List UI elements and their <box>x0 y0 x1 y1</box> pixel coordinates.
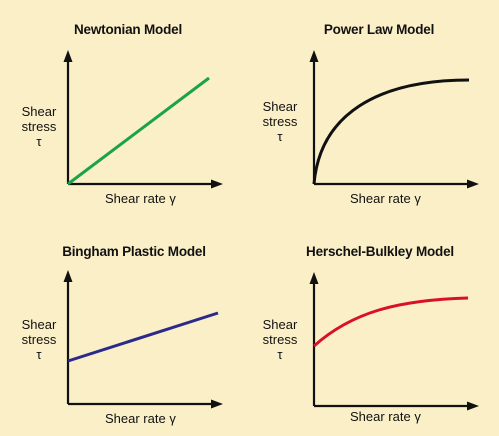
plot-area <box>63 270 223 409</box>
y-axis-arrowhead <box>63 270 73 282</box>
x-axis-label: Shear rate γ <box>105 411 176 426</box>
y-axis-label: Shear stress τ <box>21 104 57 149</box>
y-axis-arrowhead <box>309 50 319 62</box>
x-axis-label: Shear rate γ <box>105 191 176 206</box>
panel-herschel-bulkley: Herschel-Bulkley Model Shear stress τ Sh… <box>248 226 488 436</box>
flow-curve <box>313 296 469 348</box>
panel-newtonian: Newtonian Model Shear stress τ Shear rat… <box>8 4 248 214</box>
panel-power-law: Power Law Model Shear stress τ Shear rat… <box>248 4 488 214</box>
y-axis-arrowhead <box>309 272 319 284</box>
x-axis-label: Shear rate γ <box>350 191 421 206</box>
panel-title: Newtonian Model <box>74 22 182 37</box>
panel-title: Power Law Model <box>323 22 435 37</box>
x-axis-arrowhead <box>467 401 479 411</box>
y-axis-label: Shear stress τ <box>21 317 57 362</box>
x-axis-label: Shear rate γ <box>350 409 421 424</box>
x-axis-arrowhead <box>467 179 479 189</box>
plot-area <box>63 50 223 189</box>
y-axis-label: Shear stress τ <box>262 99 298 144</box>
flow-curve <box>312 78 470 185</box>
panel-title: Herschel-Bulkley Model <box>306 244 454 259</box>
flow-curve <box>67 76 210 186</box>
x-axis-arrowhead <box>211 399 223 409</box>
flow-curve <box>67 311 219 363</box>
plot-area <box>309 50 479 189</box>
panel-title: Bingham Plastic Model <box>62 244 206 259</box>
y-axis-arrowhead <box>63 50 73 62</box>
x-axis-arrowhead <box>211 179 223 189</box>
panel-bingham-plastic: Bingham Plastic Model Shear stress τ She… <box>8 226 248 436</box>
y-axis-label: Shear stress τ <box>262 317 298 362</box>
plot-area <box>309 272 479 411</box>
